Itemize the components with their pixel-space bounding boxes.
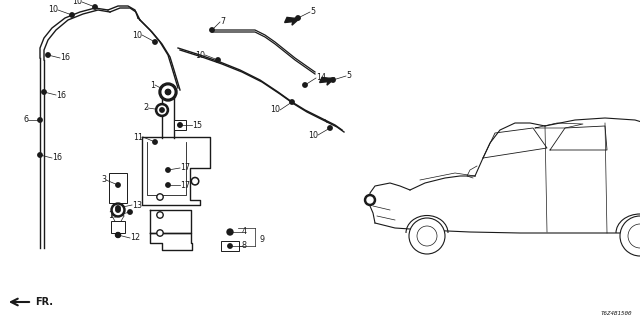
Circle shape	[228, 244, 232, 248]
Circle shape	[38, 118, 42, 122]
Text: 9: 9	[260, 235, 265, 244]
Text: 10: 10	[132, 30, 142, 39]
Text: 12: 12	[130, 234, 140, 243]
Text: 6: 6	[23, 116, 28, 124]
Text: 3: 3	[101, 175, 106, 185]
Circle shape	[328, 126, 332, 130]
Circle shape	[93, 5, 97, 9]
Circle shape	[367, 197, 373, 203]
Circle shape	[193, 179, 197, 183]
Circle shape	[116, 233, 120, 237]
Circle shape	[160, 108, 164, 112]
Circle shape	[111, 203, 125, 217]
Circle shape	[116, 183, 120, 187]
Text: 10: 10	[270, 106, 280, 115]
Circle shape	[331, 78, 335, 82]
Circle shape	[70, 13, 74, 17]
Circle shape	[153, 140, 157, 144]
FancyBboxPatch shape	[221, 241, 239, 251]
Circle shape	[158, 106, 166, 114]
FancyBboxPatch shape	[111, 221, 125, 233]
Circle shape	[116, 208, 120, 212]
FancyBboxPatch shape	[109, 173, 127, 203]
Circle shape	[628, 224, 640, 248]
Circle shape	[303, 83, 307, 87]
Text: 1: 1	[150, 81, 155, 90]
Text: 17: 17	[108, 211, 118, 220]
Circle shape	[157, 230, 163, 236]
Circle shape	[46, 53, 50, 57]
Text: 17: 17	[180, 164, 190, 172]
Circle shape	[409, 218, 445, 254]
Circle shape	[158, 231, 162, 235]
Circle shape	[113, 205, 122, 214]
Text: 5: 5	[310, 7, 315, 17]
Text: 17: 17	[180, 180, 190, 189]
Circle shape	[620, 216, 640, 256]
Text: 16: 16	[56, 91, 66, 100]
FancyBboxPatch shape	[174, 120, 186, 130]
Circle shape	[166, 90, 170, 94]
Polygon shape	[319, 77, 335, 85]
Circle shape	[159, 83, 177, 101]
Circle shape	[296, 16, 300, 20]
Circle shape	[157, 212, 163, 218]
Circle shape	[162, 86, 174, 98]
FancyArrowPatch shape	[11, 299, 29, 305]
Text: 7: 7	[220, 18, 225, 27]
Circle shape	[115, 233, 120, 237]
Text: T6Z4B1500: T6Z4B1500	[600, 311, 632, 316]
Text: FR.: FR.	[35, 297, 53, 307]
Circle shape	[178, 123, 182, 127]
Circle shape	[178, 123, 182, 127]
Text: 11: 11	[133, 132, 143, 141]
Circle shape	[228, 230, 232, 234]
Circle shape	[210, 28, 214, 32]
Circle shape	[158, 213, 162, 217]
Text: 5: 5	[346, 71, 351, 81]
Circle shape	[290, 100, 294, 104]
Circle shape	[365, 195, 376, 205]
Circle shape	[166, 168, 170, 172]
Circle shape	[128, 210, 132, 214]
Circle shape	[156, 103, 168, 116]
Circle shape	[38, 153, 42, 157]
Text: 10: 10	[72, 0, 82, 6]
Polygon shape	[285, 17, 300, 25]
Circle shape	[116, 206, 120, 210]
Circle shape	[157, 194, 163, 200]
Text: 15: 15	[192, 121, 202, 130]
Text: 10: 10	[308, 131, 318, 140]
Text: 10: 10	[195, 51, 205, 60]
Text: 10: 10	[48, 5, 58, 14]
Circle shape	[158, 195, 162, 199]
Circle shape	[191, 177, 199, 185]
Circle shape	[216, 58, 220, 62]
Circle shape	[42, 90, 46, 94]
Text: 13: 13	[132, 201, 142, 210]
Text: 2: 2	[143, 103, 148, 113]
Circle shape	[165, 89, 171, 95]
Text: 4: 4	[242, 228, 247, 236]
Text: 16: 16	[60, 53, 70, 62]
Circle shape	[227, 229, 233, 235]
Circle shape	[166, 183, 170, 187]
Text: 16: 16	[52, 154, 62, 163]
Circle shape	[153, 40, 157, 44]
Text: 8: 8	[242, 242, 247, 251]
Circle shape	[417, 226, 437, 246]
Text: 14: 14	[316, 74, 326, 83]
